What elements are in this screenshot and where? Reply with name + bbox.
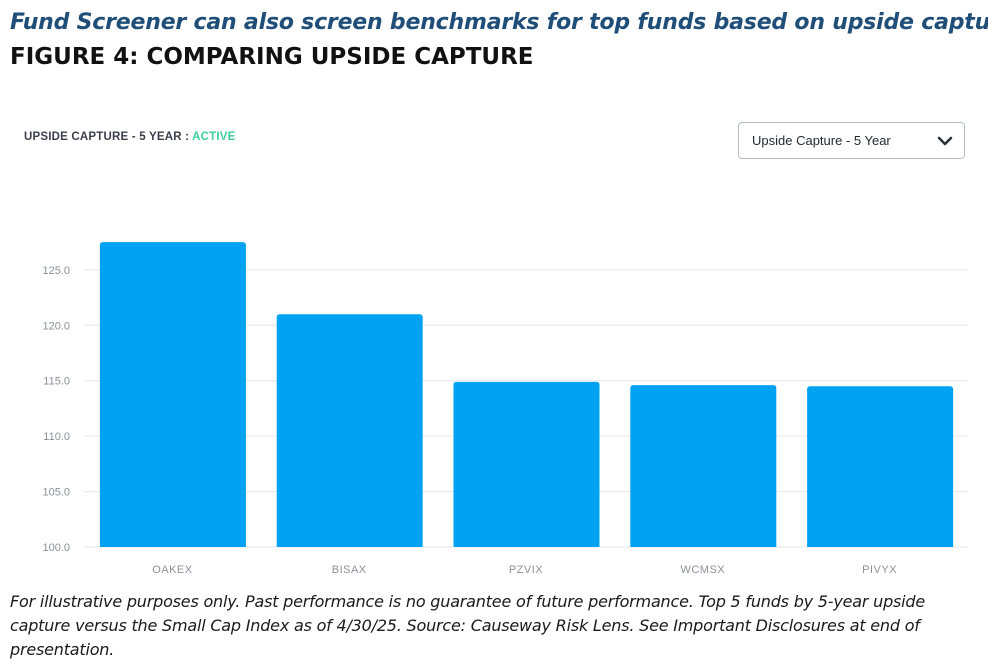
y-tick-label: 115.0 xyxy=(43,376,70,388)
chart-label-status: ACTIVE xyxy=(192,131,236,143)
bar-pzvix xyxy=(453,381,600,547)
y-tick-label: 110.0 xyxy=(43,431,70,443)
y-tick-label: 100.0 xyxy=(42,542,70,554)
bar-pivyx xyxy=(807,386,954,547)
y-tick-label: 105.0 xyxy=(42,487,70,499)
metric-dropdown-value: Upside Capture - 5 Year xyxy=(752,133,891,148)
x-tick-label: PIVYX xyxy=(862,564,897,576)
chevron-down-icon xyxy=(937,136,953,145)
headline: Fund Screener can also screen benchmarks… xyxy=(10,10,988,35)
y-tick-label: 125.0 xyxy=(42,265,70,277)
x-tick-label: OAKEX xyxy=(152,564,193,576)
bar-bisax xyxy=(276,314,423,547)
x-tick-label: BISAX xyxy=(332,564,367,576)
bar-oakex xyxy=(99,242,246,547)
metric-dropdown[interactable]: Upside Capture - 5 Year xyxy=(738,122,965,159)
chart-label: UPSIDE CAPTURE - 5 YEAR : ACTIVE xyxy=(24,131,236,143)
y-tick-label: 120.0 xyxy=(42,320,70,332)
x-tick-label: WCMSX xyxy=(680,564,725,576)
figure-title: FIGURE 4: COMPARING UPSIDE CAPTURE xyxy=(10,44,534,70)
chart-label-prefix: UPSIDE CAPTURE - 5 YEAR : xyxy=(24,131,193,143)
x-tick-label: PZVIX xyxy=(509,564,543,576)
bar-wcmsx xyxy=(630,385,777,547)
footnote: For illustrative purposes only. Past per… xyxy=(10,592,926,659)
bar-chart: 100.0 105.0 110.0 115.0 120.0 125.0 OAKEX BISAX… xyxy=(42,242,968,576)
